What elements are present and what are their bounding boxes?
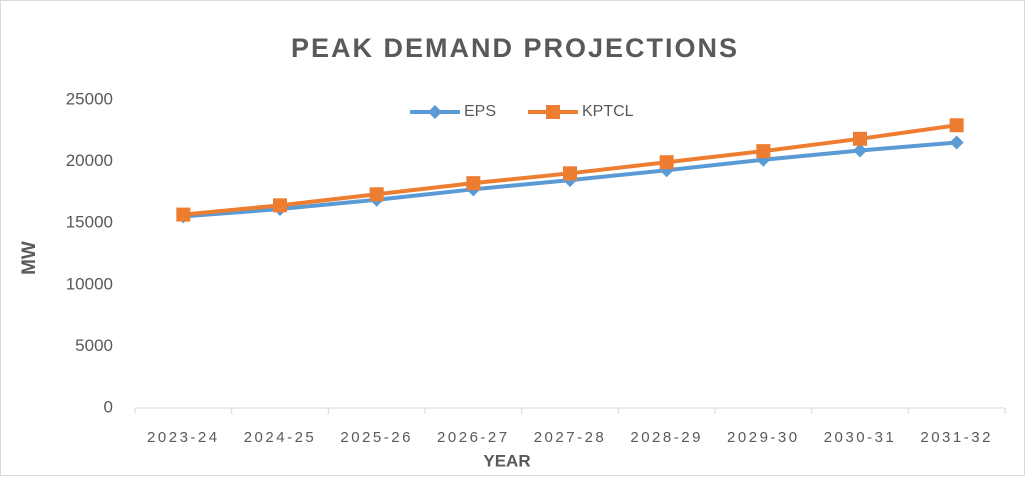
- marker: [853, 131, 867, 146]
- x-tick-label: 2026-27: [437, 429, 510, 446]
- marker: [546, 105, 560, 119]
- marker: [273, 198, 287, 213]
- y-tick-label: 0: [104, 397, 113, 416]
- x-tick-label: 2025-26: [340, 429, 413, 446]
- marker: [659, 155, 674, 170]
- x-tick-label: 2029-30: [727, 429, 800, 446]
- y-tick-label: 10000: [66, 274, 113, 293]
- legend-label: KPTCL: [582, 103, 634, 120]
- marker: [853, 143, 867, 158]
- x-tick-label: 2028-29: [630, 429, 703, 446]
- x-tick-label: 2023-24: [147, 429, 220, 446]
- y-tick-label: 20000: [66, 151, 113, 170]
- y-tick-label: 25000: [66, 89, 113, 108]
- legend-label: EPS: [464, 103, 496, 120]
- x-tick-label: 2027-28: [534, 429, 607, 446]
- marker: [369, 187, 384, 202]
- x-tick-label: 2031-32: [920, 429, 993, 446]
- marker: [756, 144, 771, 159]
- marker: [563, 166, 577, 181]
- marker: [949, 118, 964, 133]
- x-tick-label: 2030-31: [824, 429, 897, 446]
- marker: [466, 176, 481, 191]
- chart-title: PEAK DEMAND PROJECTIONS: [291, 33, 739, 63]
- x-axis-label: YEAR: [483, 451, 530, 470]
- y-axis-label: MW: [19, 241, 40, 275]
- x-tick-label: 2024-25: [244, 429, 317, 446]
- y-tick-label: 5000: [75, 336, 113, 355]
- y-tick-label: 15000: [66, 213, 113, 232]
- marker: [428, 105, 442, 119]
- marker: [949, 135, 964, 150]
- marker: [176, 207, 191, 222]
